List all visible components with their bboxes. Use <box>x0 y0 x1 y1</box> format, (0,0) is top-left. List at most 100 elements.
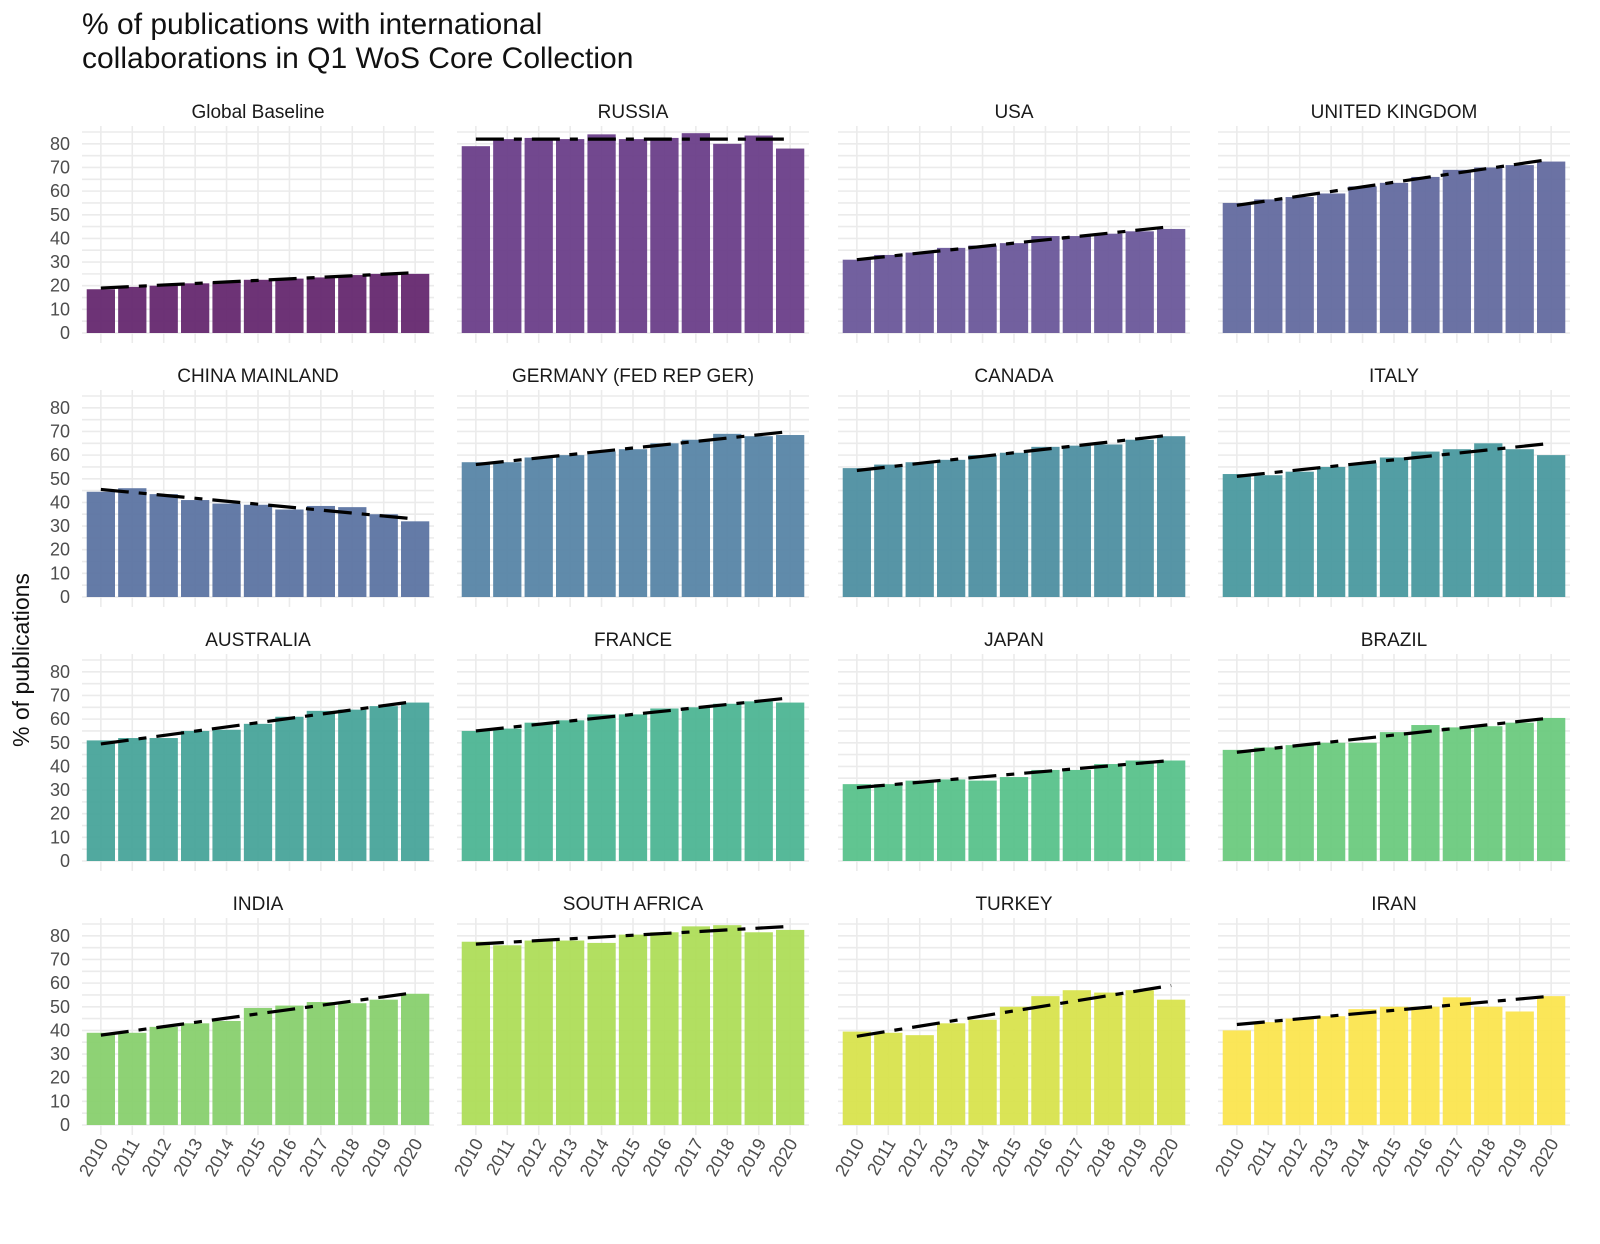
x-tick-label: 2020 <box>1145 1135 1182 1180</box>
y-tick-label: 70 <box>50 949 70 969</box>
bar <box>905 780 934 861</box>
bar <box>905 1035 934 1125</box>
bar <box>968 455 997 597</box>
y-tick-label: 10 <box>50 1091 70 1111</box>
bar <box>212 1020 241 1125</box>
bar <box>1317 193 1346 333</box>
trend-line <box>100 699 416 746</box>
bar <box>181 283 210 333</box>
bar <box>556 940 585 1125</box>
panel-title: SOUTH AFRICA <box>563 894 704 915</box>
bar <box>212 282 241 333</box>
panel-title: CHINA MAINLAND <box>177 366 339 387</box>
bar <box>1285 745 1314 861</box>
bar <box>1411 451 1440 597</box>
bar <box>1285 197 1314 333</box>
bar <box>369 514 398 597</box>
bar <box>968 245 997 333</box>
bar <box>275 1005 304 1125</box>
x-tick-label: 2013 <box>925 1135 962 1180</box>
bar <box>937 779 966 861</box>
y-tick-label: 40 <box>50 1020 70 1040</box>
x-tick-label: 2015 <box>988 1135 1025 1180</box>
bar <box>149 285 178 333</box>
x-tick-label: 2016 <box>264 1135 301 1180</box>
bar <box>1222 749 1251 861</box>
bar <box>338 709 367 861</box>
bar <box>493 139 522 333</box>
bar <box>1505 1011 1534 1125</box>
y-tick-label: 40 <box>50 756 70 776</box>
y-tick-label: 70 <box>50 157 70 177</box>
bar <box>1254 475 1283 597</box>
bar <box>1348 742 1377 861</box>
x-tick-label: 2014 <box>201 1135 238 1180</box>
y-tick-label: 30 <box>50 780 70 800</box>
x-tick-label: 2019 <box>358 1135 395 1180</box>
x-tick-label: 2012 <box>513 1135 550 1180</box>
bar <box>1317 1016 1346 1125</box>
bar <box>181 730 210 861</box>
bar <box>212 503 241 597</box>
bar <box>713 433 742 597</box>
x-tick-label: 2010 <box>75 1135 112 1180</box>
bar <box>713 143 742 333</box>
x-tick-label: 2016 <box>1400 1135 1437 1180</box>
bar <box>401 521 430 597</box>
bar <box>275 278 304 333</box>
x-tick-label: 2014 <box>576 1135 613 1180</box>
panel-title: GERMANY (FED REP GER) <box>512 366 754 387</box>
bar <box>650 932 679 1125</box>
y-tick-label: 40 <box>50 492 70 512</box>
bar <box>524 457 553 597</box>
x-tick-label: 2010 <box>450 1135 487 1180</box>
bar <box>1537 717 1566 861</box>
bar <box>905 252 934 333</box>
bar <box>587 942 616 1125</box>
y-tick-label: 80 <box>50 926 70 946</box>
bar <box>1125 231 1154 333</box>
bar <box>1285 471 1314 597</box>
bar <box>118 738 147 861</box>
bar <box>306 710 335 861</box>
x-tick-label: 2011 <box>107 1135 144 1179</box>
trend-line <box>1236 716 1552 754</box>
bar <box>587 451 616 597</box>
x-tick-label: 2018 <box>1082 1135 1119 1180</box>
x-tick-label: 2011 <box>482 1135 519 1179</box>
x-tick-label: 2017 <box>1051 1135 1088 1180</box>
bar <box>1442 169 1471 333</box>
bar <box>1537 996 1566 1125</box>
bar <box>618 714 648 861</box>
bar <box>461 730 490 861</box>
bar <box>556 455 585 597</box>
bar <box>1505 165 1534 333</box>
bar <box>369 706 398 861</box>
bar <box>713 925 742 1125</box>
panel-title: USA <box>994 102 1033 123</box>
panel-title: AUSTRALIA <box>205 630 311 651</box>
bar <box>1094 444 1123 597</box>
y-tick-label: 60 <box>50 709 70 729</box>
bar <box>275 716 304 861</box>
panel-title: ITALY <box>1369 366 1419 387</box>
y-tick-label: 0 <box>60 587 70 607</box>
bar <box>874 1032 903 1125</box>
bar <box>149 738 178 861</box>
y-tick-label: 40 <box>50 228 70 248</box>
bar <box>650 137 679 333</box>
bar <box>1222 1030 1251 1125</box>
bar <box>86 289 115 333</box>
panel-title: CANADA <box>974 366 1054 387</box>
bar <box>306 277 335 333</box>
bar <box>338 275 367 333</box>
panel-title: TURKEY <box>975 894 1052 915</box>
trend-line <box>1236 994 1552 1027</box>
bar <box>1285 1018 1314 1125</box>
bar <box>1317 466 1346 597</box>
bar <box>842 259 871 333</box>
bar <box>1379 182 1409 333</box>
bar <box>1157 999 1186 1125</box>
bar <box>401 993 430 1125</box>
